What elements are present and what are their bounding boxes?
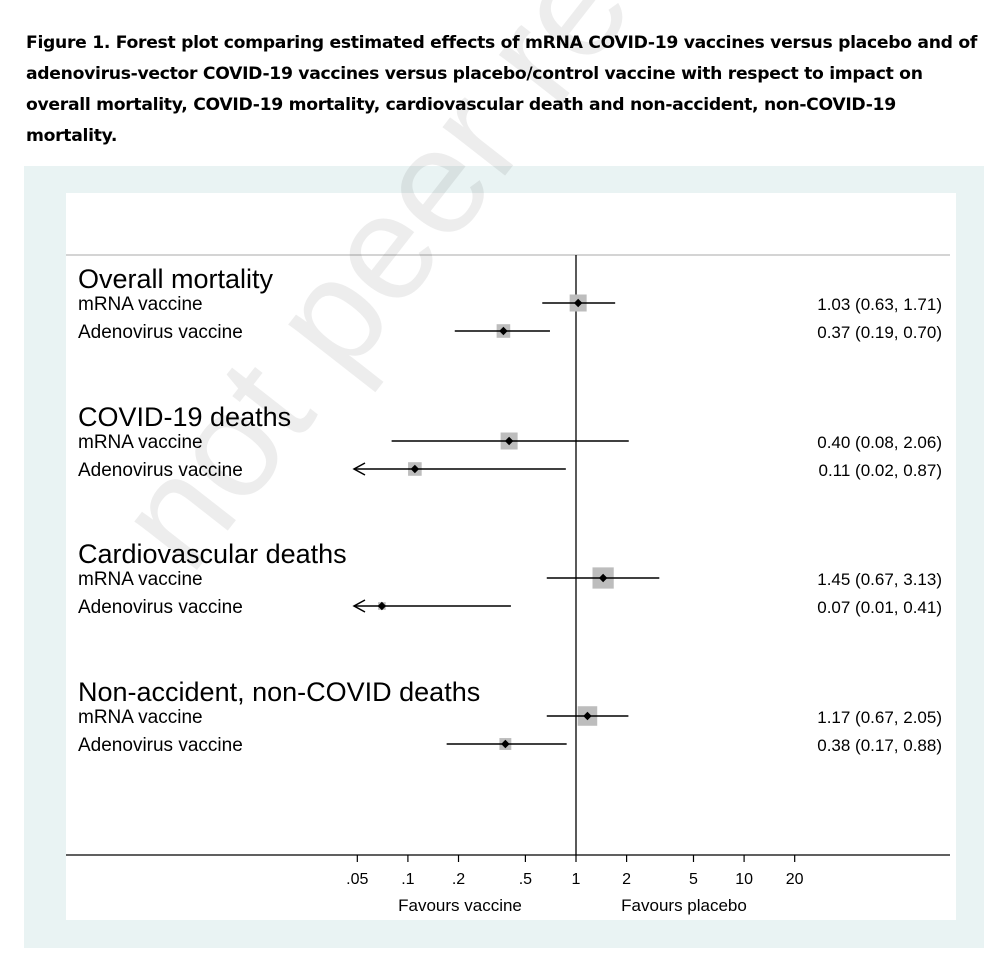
favours-placebo-label: Favours placebo — [621, 896, 747, 915]
row-label: mRNA vaccine — [78, 569, 203, 590]
estimate-point — [377, 601, 387, 611]
ci-label: 0.40 (0.08, 2.06) — [817, 433, 942, 452]
group-title: Cardiovascular deaths — [78, 539, 347, 569]
favours-vaccine-label: Favours vaccine — [398, 896, 522, 915]
group-title: Overall mortality — [78, 264, 274, 294]
group-title: Non-accident, non-COVID deaths — [78, 677, 480, 707]
ci-arrow — [352, 599, 366, 613]
estimate-point — [583, 711, 592, 721]
ci-label: 0.07 (0.01, 0.41) — [817, 598, 942, 617]
row-label: Adenovirus vaccine — [78, 597, 243, 618]
row-label: Adenovirus vaccine — [78, 322, 243, 343]
estimate-point — [499, 326, 508, 336]
ci-arrow — [352, 462, 366, 476]
ci-label: 1.03 (0.63, 1.71) — [817, 295, 942, 314]
x-tick-label: 1 — [572, 871, 581, 888]
estimate-point — [504, 436, 514, 446]
row-label: mRNA vaccine — [78, 707, 203, 728]
group-title: COVID-19 deaths — [78, 402, 291, 432]
x-tick-label: 10 — [735, 871, 753, 888]
row-label: mRNA vaccine — [78, 294, 203, 315]
plot-area — [66, 193, 956, 920]
row-label: mRNA vaccine — [78, 432, 203, 453]
ci-label: 0.38 (0.17, 0.88) — [817, 736, 942, 755]
estimate-point — [410, 464, 420, 474]
x-tick-label: .5 — [519, 871, 532, 888]
x-tick-label: .1 — [401, 871, 414, 888]
estimate-point — [598, 573, 608, 583]
ci-label: 1.17 (0.67, 2.05) — [817, 708, 942, 727]
row-label: Adenovirus vaccine — [78, 735, 243, 756]
ci-label: 1.45 (0.67, 3.13) — [817, 570, 942, 589]
x-tick-label: .2 — [452, 871, 465, 888]
ci-label: 0.37 (0.19, 0.70) — [817, 323, 942, 342]
ci-label: 0.11 (0.02, 0.87) — [819, 461, 943, 480]
figure-caption: Figure 1. Forest plot comparing estimate… — [26, 33, 978, 146]
x-tick-label: .05 — [346, 871, 368, 888]
row-label: Adenovirus vaccine — [78, 460, 243, 481]
x-tick-label: 20 — [786, 871, 804, 888]
x-tick-label: 5 — [689, 871, 698, 888]
estimate-point — [501, 739, 510, 749]
x-tick-label: 2 — [622, 871, 631, 888]
estimate-point — [573, 298, 583, 308]
